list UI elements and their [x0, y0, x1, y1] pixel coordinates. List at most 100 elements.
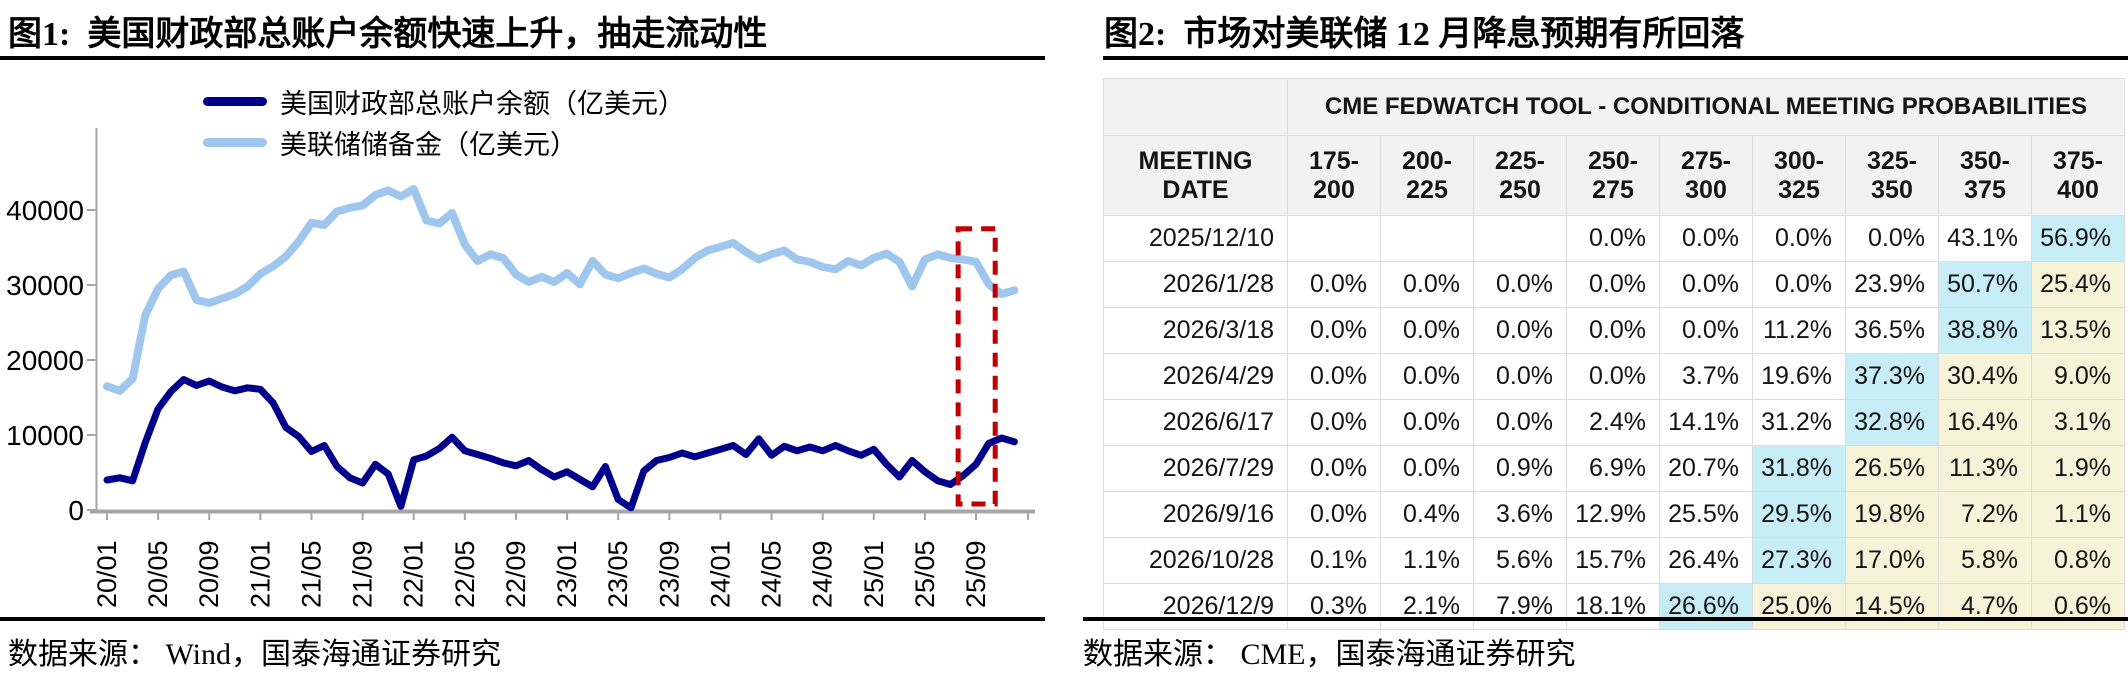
probability-cell: 0.0% [1845, 215, 1939, 262]
probability-cell: 26.4% [1659, 537, 1753, 584]
probability-cell: 1.1% [2031, 491, 2125, 538]
probability-cell: 27.3% [1752, 537, 1846, 584]
x-axis-tick-label: 25/05 [910, 540, 940, 608]
probability-cell: 0.0% [1380, 307, 1474, 354]
probability-cell: 0.0% [1473, 399, 1567, 446]
probability-cell [1473, 215, 1567, 262]
probability-cell: 18.1% [1566, 583, 1660, 630]
column-header-meeting-date: MEETING DATE [1103, 135, 1288, 216]
figure2-source: 数据来源： CME，国泰海通证券研究 [1083, 638, 1576, 671]
figure2-title: 图2: 市场对美联储 12 月降息预期有所回落 [1104, 16, 1745, 53]
x-axis-tick-label: 21/05 [296, 540, 326, 608]
x-axis-tick-label: 24/05 [757, 540, 787, 608]
probability-cell: 5.6% [1473, 537, 1567, 584]
table-banner: CME FEDWATCH TOOL - CONDITIONAL MEETING … [1287, 78, 2125, 136]
probability-cell: 0.0% [1566, 307, 1660, 354]
probability-cell: 0.8% [2031, 537, 2125, 584]
probability-cell: 37.3% [1845, 353, 1939, 400]
probability-cell: 7.9% [1473, 583, 1567, 630]
legend-label-reserves: 美联储储备金（亿美元） [280, 129, 577, 160]
probability-cell: 4.7% [1938, 583, 2032, 630]
probability-cell: 0.0% [1287, 399, 1381, 446]
probability-cell: 14.1% [1659, 399, 1753, 446]
probability-cell: 0.0% [1380, 399, 1474, 446]
probability-cell: 3.7% [1659, 353, 1753, 400]
table-header-row: MEETING DATE 175-200 200-225 225-250 250… [1103, 135, 2125, 216]
figure1-panel: 图1: 美国财政部总账户余额快速上升，抽走流动性 美国财政部总账户余额（亿美元）… [0, 16, 1045, 671]
figure1-title: 图1: 美国财政部总账户余额快速上升，抽走流动性 [8, 16, 768, 53]
probability-cell: 0.0% [1566, 261, 1660, 308]
probability-cell: 12.9% [1566, 491, 1660, 538]
meeting-date-cell: 2026/3/18 [1103, 307, 1288, 354]
column-header-375-400: 375-400 [2031, 135, 2125, 216]
figure1-bottom-rule [0, 617, 1045, 621]
probability-cell: 2.1% [1380, 583, 1474, 630]
meeting-date-cell: 2026/7/29 [1103, 445, 1288, 492]
x-axis-tick-label: 23/05 [603, 540, 633, 608]
table-corner-cell [1103, 78, 1288, 136]
table-row: 2026/1/28 0.0% 0.0% 0.0% 0.0% 0.0% 0.0% 23.9% 50… [1103, 261, 2125, 308]
probability-cell: 56.9% [2031, 215, 2125, 262]
table-row: 2026/12/9 0.3% 2.1% 7.9% 18.1% 26.6% 25.0% 14.5… [1103, 583, 2125, 630]
probability-cell: 25.4% [2031, 261, 2125, 308]
meeting-date-cell: 2026/9/16 [1103, 491, 1288, 538]
tga-series-line [103, 376, 1018, 512]
probability-cell: 23.9% [1845, 261, 1939, 308]
probability-cell: 19.6% [1752, 353, 1846, 400]
probability-cell: 0.0% [1287, 307, 1381, 354]
table-row: 2026/3/18 0.0% 0.0% 0.0% 0.0% 0.0% 11.2% 36.5% 3… [1103, 307, 2125, 354]
probability-cell: 15.7% [1566, 537, 1660, 584]
x-axis-tick-label: 20/09 [194, 540, 224, 608]
x-axis-tick-label: 21/09 [348, 540, 378, 608]
probability-cell: 43.1% [1938, 215, 2032, 262]
table-row: 2026/10/28 0.1% 1.1% 5.6% 15.7% 26.4% 27.3% 17.… [1103, 537, 2125, 584]
tga-reserves-line-chart: 0 10000 20000 30000 40000 20/01 20/05 20/09 21/0… [6, 128, 1035, 608]
probability-cell: 1.1% [1380, 537, 1474, 584]
column-header-325-350: 325-350 [1845, 135, 1939, 216]
legend-item-tga: 美国财政部总账户余额（亿美元） [203, 86, 685, 119]
x-axis-tick-label: 25/01 [859, 540, 889, 608]
column-header-275-300: 275-300 [1659, 135, 1753, 216]
probability-cell: 0.0% [1380, 353, 1474, 400]
y-axis-tick-label: 20000 [6, 345, 84, 376]
probability-cell: 0.0% [1473, 261, 1567, 308]
table-row: 2026/9/16 0.0% 0.4% 3.6% 12.9% 25.5% 29.5% 19.8… [1103, 491, 2125, 538]
probability-cell: 0.0% [1659, 261, 1753, 308]
meeting-date-cell: 2025/12/10 [1103, 215, 1288, 262]
x-axis-tick-label: 22/05 [450, 540, 480, 608]
column-header-250-275: 250-275 [1566, 135, 1660, 216]
probability-cell: 3.1% [2031, 399, 2125, 446]
column-header-350-375: 350-375 [1938, 135, 2032, 216]
y-axis-tick-label: 40000 [6, 195, 84, 226]
x-axis-tick-label: 24/09 [808, 540, 838, 608]
x-axis-tick-label: 23/01 [552, 540, 582, 608]
probability-cell: 29.5% [1752, 491, 1846, 538]
probability-cell: 20.7% [1659, 445, 1753, 492]
probability-cell: 6.9% [1566, 445, 1660, 492]
probability-cell: 14.5% [1845, 583, 1939, 630]
probability-cell: 50.7% [1938, 261, 2032, 308]
probability-cell: 36.5% [1845, 307, 1939, 354]
legend-label-tga: 美国财政部总账户余额（亿美元） [280, 88, 685, 119]
probability-cell: 0.0% [1287, 445, 1381, 492]
x-axis-tick-label: 25/09 [961, 540, 991, 608]
probability-cell: 17.0% [1845, 537, 1939, 584]
probability-cell: 2.4% [1566, 399, 1660, 446]
probability-cell: 16.4% [1938, 399, 2032, 446]
meeting-date-cell: 2026/12/9 [1103, 583, 1288, 630]
probability-cell: 0.0% [1659, 307, 1753, 354]
probability-cell: 0.9% [1473, 445, 1567, 492]
y-axis-tick-label: 10000 [6, 420, 84, 451]
probability-cell [1380, 215, 1474, 262]
x-axis-tick-label: 22/01 [399, 540, 429, 608]
figure2-panel: 图2: 市场对美联储 12 月降息预期有所回落 CME FEDWATCH TOO… [1064, 0, 2128, 685]
column-header-300-325: 300-325 [1752, 135, 1846, 216]
probability-cell: 31.2% [1752, 399, 1846, 446]
probability-cell: 26.5% [1845, 445, 1939, 492]
reserves-series-line [103, 185, 1019, 395]
reserves-line-swatch [203, 137, 267, 147]
column-header-200-225: 200-225 [1380, 135, 1474, 216]
probability-cell: 25.5% [1659, 491, 1753, 538]
probability-cell: 0.0% [1287, 491, 1381, 538]
probability-cell: 1.9% [2031, 445, 2125, 492]
